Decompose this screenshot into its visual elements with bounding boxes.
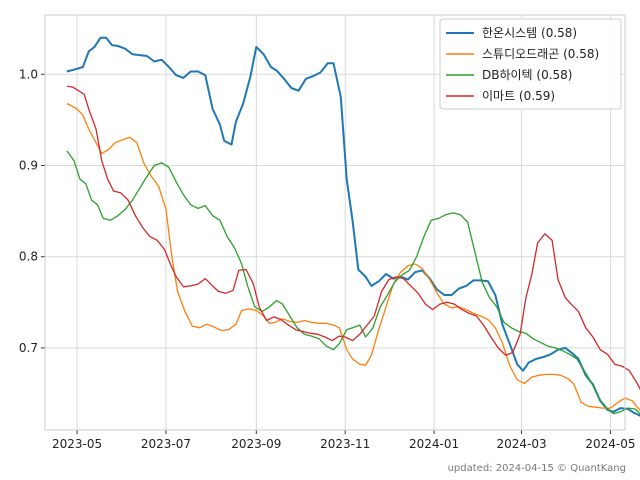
x-tick-label: 2023-09 [231, 437, 281, 451]
series-line-4 [66, 85, 640, 391]
legend: 한온시스템 (0.58) 스튜디오드래곤 (0.58) DB하이텍 (0.58) 이마… [439, 18, 622, 110]
x-tick-label: 2024-01 [409, 437, 459, 451]
series-line-1 [66, 36, 640, 417]
legend-label: 한온시스템 (0.58) [482, 26, 577, 40]
series-lines [66, 36, 640, 417]
x-axis: 2023-05 2023-07 2023-09 2023-11 2024-01 2024-… [52, 430, 635, 451]
legend-box [439, 18, 622, 110]
y-tick-label: 0.9 [19, 158, 38, 172]
x-tick-label: 2024-05 [585, 437, 635, 451]
y-tick-label: 1.0 [19, 67, 38, 81]
series-line-3 [66, 150, 640, 415]
x-tick-label: 2023-11 [320, 437, 370, 451]
series-line-2 [66, 102, 640, 412]
legend-label: DB하이텍 (0.58) [482, 68, 573, 82]
y-tick-label: 0.7 [19, 341, 38, 355]
y-tick-label: 0.8 [19, 250, 38, 264]
y-axis: 0.7 0.8 0.9 1.0 [19, 67, 45, 355]
legend-label: 이마트 (0.59) [482, 89, 555, 103]
x-tick-label: 2023-07 [141, 437, 191, 451]
legend-label: 스튜디오드래곤 (0.58) [482, 47, 599, 61]
x-tick-label: 2023-05 [52, 437, 102, 451]
plot-frame [44, 14, 626, 431]
x-tick-label: 2024-03 [496, 437, 546, 451]
footer-credit: updated: 2024-04-15 © QuantKang [447, 463, 626, 474]
